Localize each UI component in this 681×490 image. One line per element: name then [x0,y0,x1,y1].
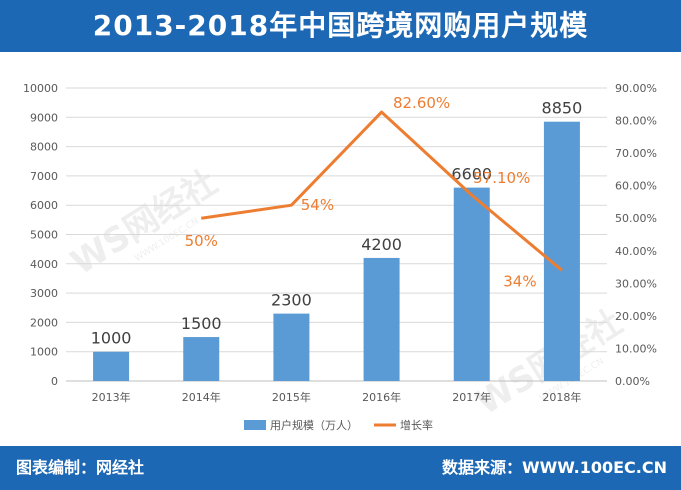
legend-line-label: 增长率 [400,418,433,432]
left-tick-label: 8000 [30,141,58,154]
bar-data-label: 1000 [91,329,132,348]
right-tick-label: 90.00% [615,82,657,95]
legend-bar-swatch [244,420,266,430]
right-tick-label: 60.00% [615,180,657,193]
footer-bar: 图表编制：网经社 数据来源：WWW.100EC.CN [0,446,681,490]
left-axis-ticks: 0 1000 2000 3000 4000 5000 6000 7000 8000 9000 100… [23,82,58,388]
left-tick-label: 2000 [30,316,58,329]
bar-data-label: 4200 [361,235,402,254]
left-tick-label: 9000 [30,111,58,124]
right-tick-label: 50.00% [615,212,657,225]
bar-data-label: 8850 [542,99,583,118]
x-tick-label: 2014年 [182,390,221,404]
right-tick-label: 70.00% [615,147,657,160]
x-tick-label: 2017年 [452,390,491,404]
left-tick-label: 1000 [30,346,58,359]
growth-line [201,110,563,272]
watermark-brand: WS网经社 [64,162,224,283]
line-data-label: 34% [503,272,536,290]
right-tick-label: 0.00% [615,375,650,388]
bar [543,121,580,381]
left-tick-label: 3000 [30,287,58,300]
bar-data-label: 6600 [451,165,492,184]
right-tick-label: 40.00% [615,245,657,258]
footer-source[interactable]: 数据来源：WWW.100EC.CN [441,458,667,477]
x-tick-label: 2016年 [362,390,401,404]
bar [273,313,310,381]
footer-credit: 图表编制：网经社 [16,458,145,477]
x-tick-label: 2015年 [272,390,311,404]
left-tick-label: 7000 [30,170,58,183]
header-bar [0,0,681,52]
line-series: 50% 54% 82.60% 57.10% 34% [185,94,563,290]
left-tick-label: 4000 [30,258,58,271]
x-tick-label: 2013年 [92,390,131,404]
bar-data-label: 1500 [181,314,222,333]
left-tick-label: 0 [51,375,58,388]
line-data-label: 82.60% [393,94,450,112]
right-tick-label: 20.00% [615,310,657,323]
right-tick-label: 10.00% [615,342,657,355]
grid-lines [66,87,607,382]
x-axis-labels: 2013年 2014年 2015年 2016年 2017年 2018年 [92,390,582,404]
bar [93,351,130,381]
right-tick-label: 80.00% [615,115,657,128]
right-tick-label: 30.00% [615,277,657,290]
line-data-label: 57.10% [473,169,530,187]
bar [453,187,490,381]
bar [363,257,400,381]
left-tick-label: 10000 [23,82,58,95]
line-data-label: 54% [301,196,334,214]
left-tick-label: 5000 [30,229,58,242]
legend-bar-label: 用户规模（万人） [270,418,358,432]
page-title: 2013-2018年中国跨境网购用户规模 [92,9,589,42]
bar-series: 1000 1500 2300 4200 6600 8850 [91,99,583,381]
x-tick-label: 2018年 [542,390,581,404]
bar [183,337,220,381]
left-tick-label: 6000 [30,199,58,212]
right-axis-ticks: 0.00% 10.00% 20.00% 30.00% 40.00% 50.00% 60.00… [615,82,657,388]
line-data-label: 50% [185,232,218,250]
bar-data-label: 2300 [271,291,312,310]
chart-legend: 用户规模（万人） 增长率 [244,418,433,432]
